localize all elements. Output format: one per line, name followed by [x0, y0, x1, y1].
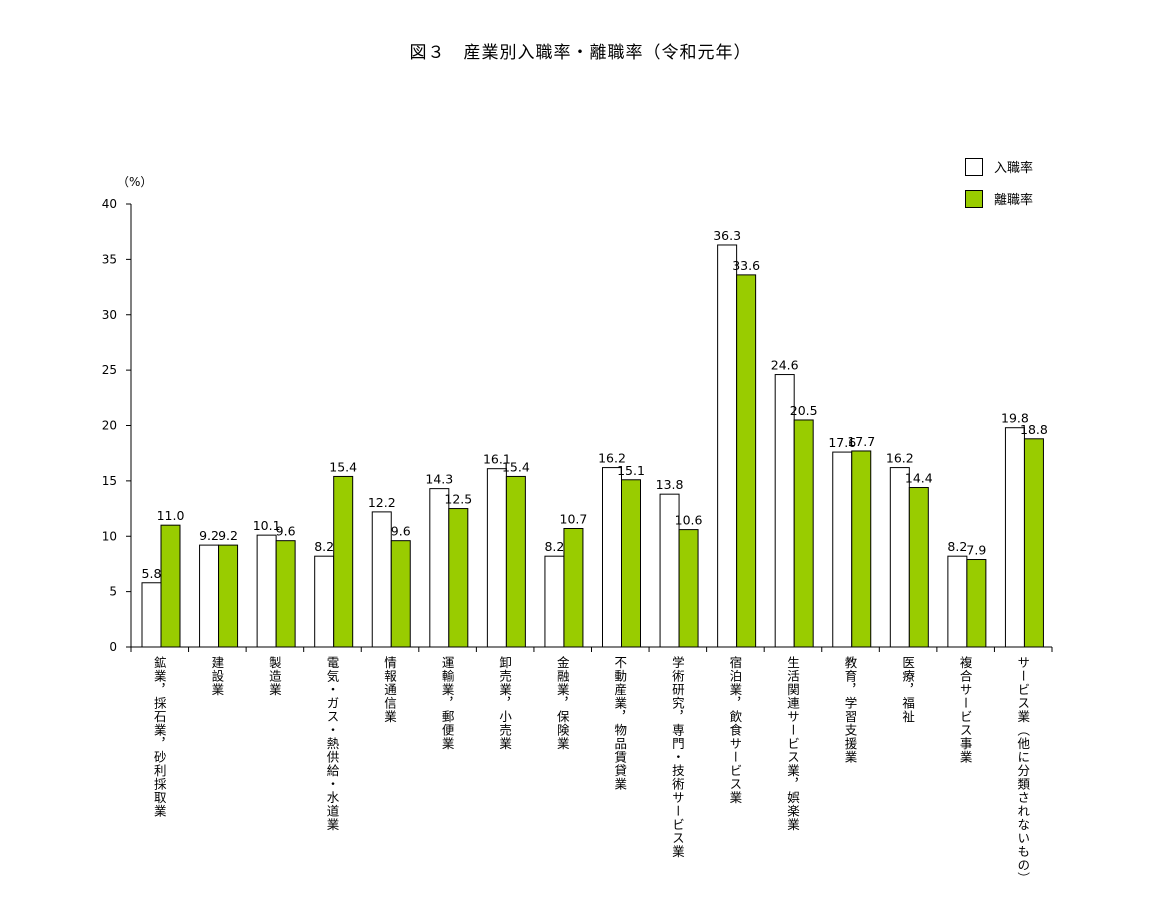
data-label: 9.2 — [199, 528, 219, 543]
data-label: 8.2 — [314, 539, 334, 554]
bar-hiring-rate — [429, 488, 450, 648]
data-label: 8.2 — [544, 539, 564, 554]
data-label: 9.6 — [276, 524, 296, 539]
x-category-label: サービス業（他に分類されないもの） — [1015, 656, 1031, 886]
data-label: 10.7 — [560, 511, 588, 526]
legend-item-separation: 離職率 — [965, 189, 1033, 208]
data-label: 36.3 — [713, 228, 741, 243]
data-label: 10.1 — [253, 518, 281, 533]
legend-label-hiring: 入職率 — [994, 161, 1034, 176]
data-label: 15.4 — [502, 459, 530, 474]
bar-hiring-rate — [602, 467, 622, 648]
bar-hiring-rate — [1004, 427, 1025, 648]
data-label: 14.3 — [425, 472, 453, 487]
data-label: 10.6 — [675, 513, 703, 528]
data-label: 16.2 — [598, 451, 626, 466]
bar-hiring-rate — [544, 555, 565, 648]
data-label: 11.0 — [157, 508, 185, 523]
x-category-label: 医療，福祉 — [900, 656, 916, 724]
data-label: 7.9 — [966, 543, 986, 558]
data-label: 33.6 — [732, 258, 760, 273]
data-label: 20.5 — [790, 403, 818, 418]
data-label: 13.8 — [656, 477, 684, 492]
data-label: 8.2 — [947, 539, 967, 554]
x-category-label: 生活関連サービス業，娯楽業 — [784, 656, 800, 832]
y-tick-label: 0 — [109, 640, 117, 654]
x-category-label: 情報通信業 — [382, 656, 398, 724]
bar-separation-rate — [621, 479, 641, 648]
data-label: 16.2 — [886, 451, 914, 466]
legend-swatch-hiring — [965, 157, 983, 176]
y-tick-label: 10 — [102, 529, 117, 543]
y-tick-label: 5 — [109, 585, 117, 599]
bar-hiring-rate — [486, 468, 507, 648]
x-category-label: 製造業 — [266, 656, 282, 697]
bar-separation-rate — [390, 540, 411, 648]
bar-hiring-rate — [947, 555, 968, 648]
data-label: 24.6 — [771, 358, 799, 373]
bar-separation-rate — [678, 529, 699, 648]
bar-separation-rate — [448, 508, 469, 648]
bar-hiring-rate — [256, 534, 277, 648]
data-label: 9.6 — [391, 524, 411, 539]
bar-separation-rate — [218, 544, 239, 648]
data-label: 9.2 — [218, 528, 238, 543]
bar-separation-rate — [851, 450, 872, 648]
bar-hiring-rate — [141, 582, 162, 648]
x-category-label: 学術研究，専門・技術サービス業 — [669, 656, 685, 859]
x-category-label: 建設業 — [209, 656, 225, 697]
data-label: 17.6 — [828, 435, 856, 450]
data-label: 5.8 — [142, 566, 162, 581]
bar-separation-rate — [736, 274, 757, 648]
data-label: 14.4 — [905, 471, 933, 486]
bar-separation-rate — [966, 559, 987, 648]
bar-separation-rate — [1023, 438, 1044, 648]
x-category-label: 運輸業，郵便業 — [439, 656, 455, 751]
x-category-label: 宿泊業，飲食サービス業 — [727, 656, 743, 805]
legend-swatch-separation — [965, 189, 983, 208]
bar-separation-rate — [563, 527, 584, 648]
y-tick-label: 25 — [102, 363, 117, 377]
y-tick-label: 30 — [102, 308, 117, 322]
data-label: 17.7 — [847, 434, 875, 449]
y-tick-label: 15 — [102, 474, 117, 488]
x-category-label: 教育，学習支援業 — [842, 656, 858, 764]
chart-title: 図３ 産業別入職率・離職率（令和元年） — [409, 43, 752, 63]
data-label: 15.1 — [617, 463, 645, 478]
legend-label-separation: 離職率 — [994, 193, 1034, 208]
bar-separation-rate — [505, 475, 526, 648]
legend-item-hiring: 入職率 — [965, 157, 1033, 176]
bar-separation-rate — [160, 524, 181, 648]
x-category-label: 卸売業，小売業 — [497, 656, 513, 751]
x-category-label: 不動産業，物品賃貸業 — [612, 656, 628, 791]
bar-hiring-rate — [889, 467, 910, 648]
y-axis-unit-label: （%） — [117, 175, 153, 189]
bar-separation-rate — [793, 419, 814, 648]
y-tick-label: 35 — [102, 252, 117, 266]
y-tick-label: 20 — [102, 419, 117, 433]
data-label: 12.2 — [368, 495, 396, 510]
bar-hiring-rate — [371, 511, 392, 648]
bar-separation-rate — [275, 540, 296, 648]
data-label: 16.1 — [483, 452, 511, 467]
bar-hiring-rate — [314, 555, 335, 648]
bar-hiring-rate — [717, 244, 738, 648]
x-category-label: 複合サービス事業 — [957, 656, 973, 764]
data-label: 18.8 — [1020, 422, 1048, 437]
bar-separation-rate — [333, 475, 354, 648]
bar-hiring-rate — [832, 451, 853, 648]
y-tick-label: 40 — [102, 197, 117, 211]
bar-separation-rate — [908, 487, 929, 648]
data-label: 12.5 — [444, 492, 472, 507]
data-label: 19.8 — [1001, 411, 1029, 426]
x-category-label: 鉱業，採石業，砂利採取業 — [151, 656, 167, 818]
data-label: 15.4 — [329, 459, 357, 474]
bar-hiring-rate — [199, 544, 220, 648]
x-category-label: 金融業，保険業 — [554, 656, 570, 751]
x-category-label: 電気・ガス・熱供給・水道業 — [324, 656, 340, 832]
